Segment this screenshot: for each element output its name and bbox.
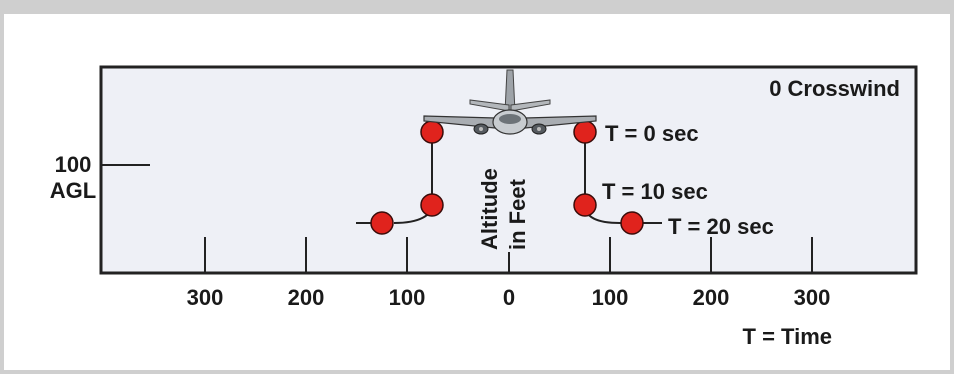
- left-vortex-marker-t0: [420, 120, 444, 144]
- axis-caption: T = Time: [743, 324, 832, 349]
- altitude-unit-label: AGL: [50, 178, 96, 203]
- top-band: [0, 0, 954, 14]
- tick-label-left-100: 100: [389, 285, 426, 310]
- airplane-icon: [423, 69, 597, 135]
- tick-label-zero: 0: [503, 285, 515, 310]
- axis-tick-labels: 300 200 100 0 100 200 300: [187, 285, 831, 310]
- time-label-t20: T = 20 sec: [668, 214, 774, 239]
- tick-label-right-100: 100: [592, 285, 629, 310]
- crosswind-label: 0 Crosswind: [769, 76, 900, 101]
- left-vortex-marker-t10: [420, 193, 444, 217]
- tick-label-right-200: 200: [693, 285, 730, 310]
- right-vortex-marker-t10: [573, 193, 597, 217]
- tick-label-right-300: 300: [794, 285, 831, 310]
- altitude-value-label: 100: [55, 152, 92, 177]
- time-label-t0: T = 0 sec: [605, 121, 699, 146]
- vertical-label-line2: in Feet: [505, 178, 530, 250]
- vortex-markers: [370, 120, 644, 235]
- tick-label-left-200: 200: [288, 285, 325, 310]
- vertical-axis-label: Altitude in Feet: [477, 168, 530, 250]
- vertical-label-line1: Altitude: [477, 168, 502, 250]
- left-vortex-marker-t20: [370, 211, 394, 235]
- axis-tick-marks: [204, 237, 813, 272]
- tick-label-left-300: 300: [187, 285, 224, 310]
- right-vortex-marker-t20: [620, 211, 644, 235]
- time-label-t10: T = 10 sec: [602, 179, 708, 204]
- right-vortex-marker-t0: [573, 120, 597, 144]
